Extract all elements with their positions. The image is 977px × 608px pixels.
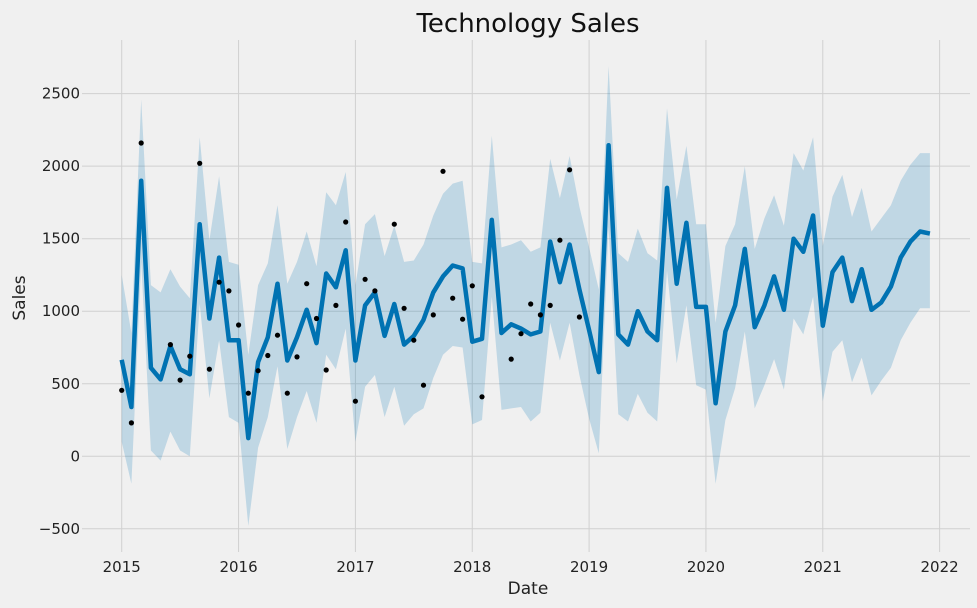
observed-point <box>177 377 183 383</box>
observed-point <box>420 382 427 388</box>
observed-point <box>479 394 485 400</box>
observed-point <box>508 356 514 362</box>
observed-point <box>362 276 368 282</box>
observed-point <box>313 315 320 322</box>
observed-point <box>294 354 300 360</box>
observed-point <box>128 420 134 426</box>
grid <box>82 40 970 552</box>
y-tick-label: 0 <box>70 447 80 465</box>
observed-point <box>460 316 466 322</box>
observed-point <box>323 367 329 373</box>
observed-point <box>411 337 417 343</box>
x-tick-label: 2021 <box>804 558 842 576</box>
observed-point <box>206 366 212 372</box>
x-tick-label: 2016 <box>219 558 257 576</box>
observed-point <box>304 281 310 287</box>
x-tick-label: 2022 <box>921 558 959 576</box>
observed-point <box>333 302 339 308</box>
observed-point <box>197 160 203 166</box>
x-tick-label: 2017 <box>336 558 374 576</box>
observed-point <box>265 352 271 359</box>
observed-point <box>576 314 583 320</box>
chart-title: Technology Sales <box>415 9 639 39</box>
y-tick-label: 1000 <box>42 302 80 320</box>
observed-point <box>557 237 563 243</box>
y-axis-ticks: −500 0 500 1000 1500 2000 2500 <box>39 85 80 538</box>
observed-point <box>352 398 358 404</box>
observed-point <box>226 288 232 294</box>
forecast-line-group <box>119 142 931 441</box>
observed-point <box>401 305 407 311</box>
observed-point <box>245 390 251 396</box>
observed-point <box>216 279 222 285</box>
observed-point <box>138 140 144 146</box>
observed-point <box>236 322 242 328</box>
observed-point <box>343 219 349 225</box>
observed-point <box>391 221 397 227</box>
y-tick-label: 500 <box>51 375 80 393</box>
observed-points <box>119 140 583 426</box>
observed-point <box>537 312 544 318</box>
x-axis-ticks: 2015 2016 2017 2018 2019 2020 2021 2022 <box>103 558 959 576</box>
y-tick-label: 2000 <box>42 157 80 175</box>
uncertainty-band <box>121 66 930 526</box>
observed-point <box>567 167 573 173</box>
observed-point <box>440 168 446 174</box>
observed-point <box>284 390 290 396</box>
x-tick-label: 2015 <box>103 558 141 576</box>
observed-point <box>518 331 524 337</box>
observed-point <box>274 332 281 338</box>
observed-point <box>450 295 456 301</box>
uncertainty-interval-area <box>121 66 930 526</box>
observed-point <box>167 342 173 348</box>
x-tick-label: 2020 <box>687 558 725 576</box>
x-axis-label: Date <box>508 579 549 599</box>
y-tick-label: 2500 <box>42 85 80 103</box>
y-tick-label: −500 <box>39 520 80 538</box>
observed-point <box>547 302 553 308</box>
observed-point <box>372 288 378 294</box>
forecast-line <box>119 142 931 441</box>
observed-point <box>119 387 125 393</box>
observed-point <box>187 353 193 359</box>
observed-point <box>469 283 475 289</box>
x-tick-label: 2018 <box>453 558 491 576</box>
observed-point <box>430 312 436 318</box>
x-tick-label: 2019 <box>570 558 608 576</box>
observed-point <box>255 368 261 374</box>
y-axis-label: Sales <box>10 275 30 320</box>
observed-point <box>528 301 534 307</box>
y-tick-label: 1500 <box>42 230 80 248</box>
